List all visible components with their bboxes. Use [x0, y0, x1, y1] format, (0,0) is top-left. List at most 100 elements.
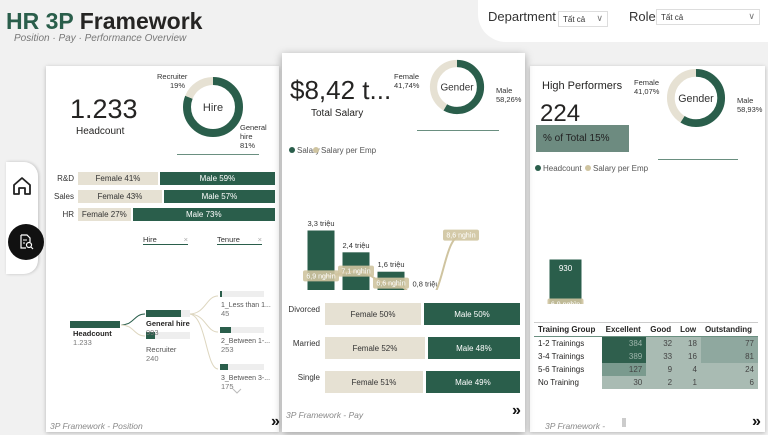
dept-label: HR	[62, 210, 74, 219]
dept-label: R&D	[57, 174, 74, 183]
marital-label: Divorced	[288, 305, 320, 314]
role-dropdown[interactable]: Tất cả ∨	[656, 9, 760, 25]
close-icon[interactable]: ×	[183, 235, 188, 244]
svg-text:1_Less than 1...: 1_Less than 1...	[221, 302, 271, 309]
column-header[interactable]: Training Group	[538, 325, 596, 334]
training-table: Training Group Excellent Good Low Outstandin…	[534, 322, 758, 389]
page-title: HR 3P Framework	[6, 8, 203, 34]
marital-label: Married	[292, 339, 320, 348]
chevron-down-icon	[232, 388, 242, 394]
donut-slice-female[interactable]	[666, 68, 726, 128]
legend-label: Salary per Emp	[593, 164, 649, 173]
gender-donut[interactable]: Gender	[666, 68, 726, 128]
donut-label-recruiter: Recruiter 19%	[157, 72, 188, 90]
column-header[interactable]: Excellent	[605, 325, 641, 334]
line-data-label: 6,9 nghìn	[547, 298, 584, 305]
svg-text:253: 253	[221, 345, 234, 354]
home-icon[interactable]	[10, 174, 34, 198]
page-footer: 3P Framework -	[545, 421, 606, 431]
total-salary-label: Total Salary	[311, 108, 364, 119]
table-cell: 32	[646, 336, 677, 350]
female-bar[interactable]: Female 51%	[325, 371, 423, 393]
table-cell: 3-4 Trainings	[538, 352, 585, 361]
table-cell: 6	[700, 376, 758, 389]
gender-donut[interactable]: Gender	[429, 59, 485, 115]
high-performers-title: High Performers	[542, 80, 623, 92]
bar-data-label: 1,6 triệu	[377, 260, 404, 269]
legend-label: Headcount	[543, 164, 582, 173]
table-cell: 5-6 Trainings	[538, 365, 585, 374]
column-header[interactable]: Outstanding	[704, 325, 753, 334]
svg-text:6,6 nghìn: 6,6 nghìn	[376, 281, 405, 288]
line-data-label: 7,1 nghìn	[338, 265, 374, 277]
male-bar[interactable]: Male 57%	[163, 190, 275, 203]
table-cell: 1-2 Trainings	[538, 339, 585, 348]
female-bar[interactable]: Female 52%	[325, 337, 425, 359]
svg-text:Gender: Gender	[440, 83, 474, 94]
bar-data-label: 0,4 triệu	[447, 289, 474, 290]
page-subtitle: Position · Pay · Performance Overview	[14, 33, 187, 44]
scrollbar[interactable]	[622, 418, 626, 427]
table-cell: 4	[676, 363, 701, 376]
report-search-button[interactable]	[8, 224, 44, 260]
department-label: Department	[488, 9, 556, 24]
female-bar[interactable]: Female 50%	[325, 303, 421, 325]
line-data-label: 6,9 nghìn	[303, 270, 339, 282]
table-cell: 77	[700, 336, 758, 350]
bar-data-label: 0,8 triệu	[412, 280, 439, 289]
female-bar[interactable]: Female 27%	[78, 208, 131, 221]
chevron-down-icon: ∨	[596, 13, 603, 23]
svg-text:993: 993	[146, 328, 159, 337]
male-bar[interactable]: Male 50%	[424, 303, 520, 325]
donut-label-male: Male 58,93%	[737, 96, 763, 114]
bar-data-label: 930	[559, 264, 573, 273]
high-performers-value: 224	[540, 100, 581, 127]
next-page-icon[interactable]: »	[271, 413, 280, 430]
headcount-value: 1.233	[70, 94, 138, 124]
male-bar[interactable]: Male 59%	[159, 172, 275, 185]
divider	[177, 154, 259, 155]
tree-node-bar-headcount	[70, 321, 120, 328]
pct-of-total: % of Total 15%	[536, 125, 629, 152]
decomposition-tree[interactable]: Headcount 1.233 General hire 993 Recruit…	[46, 266, 279, 406]
legend-label: Salary per Emp	[321, 146, 377, 155]
svg-text:6,9 nghìn: 6,9 nghìn	[306, 273, 335, 280]
position-card: 1.233 Headcount Hire Recruiter 19% Genera…	[46, 66, 280, 432]
male-bar[interactable]: Male 49%	[425, 371, 520, 393]
table-row: No Training 30 2 1 6	[534, 376, 758, 389]
svg-text:175: 175	[221, 382, 234, 391]
male-bar[interactable]: Male 73%	[132, 208, 275, 221]
total-salary-value: $8,42 t...	[290, 75, 392, 105]
female-bar[interactable]: Female 43%	[78, 190, 162, 203]
table-cell: 9	[646, 363, 677, 376]
next-page-icon[interactable]: »	[752, 413, 761, 430]
legend-marker	[289, 147, 295, 153]
male-bar[interactable]: Male 48%	[427, 337, 520, 359]
marital-label: Single	[297, 373, 320, 382]
svg-text:6,9 nghìn: 6,9 nghìn	[551, 302, 580, 305]
column-header[interactable]: Low	[680, 325, 697, 334]
table-cell: 24	[700, 363, 758, 376]
svg-text:Hire: Hire	[203, 102, 223, 114]
tree-level-tenure[interactable]: Tenure ×	[217, 235, 262, 245]
performance-card: High Performers 224 % of Total 15% Gende…	[530, 66, 765, 432]
table-row: 5-6 Trainings 127 9 4 24	[534, 363, 758, 376]
donut-slice-recruiter[interactable]	[183, 77, 243, 137]
department-dropdown[interactable]: Tất cả ∨	[558, 11, 608, 27]
filter-panel: Department Tất cả ∨ Role Tất cả ∨	[478, 0, 768, 42]
close-icon[interactable]: ×	[257, 235, 262, 244]
next-page-icon[interactable]: »	[512, 402, 521, 419]
table-cell: 127	[601, 363, 647, 376]
table-cell: 33	[646, 350, 677, 363]
table-cell: 2	[646, 376, 677, 389]
donut-label-general-hire: General hire 81%	[240, 123, 267, 150]
hire-donut[interactable]: Hire	[182, 76, 244, 138]
donut-label-male: Male 58,26%	[496, 86, 522, 104]
line-data-label: 8,6 nghìn	[443, 229, 479, 241]
column-header[interactable]: Good	[650, 325, 672, 334]
female-bar[interactable]: Female 41%	[78, 172, 158, 185]
tree-level-hire[interactable]: Hire ×	[143, 235, 188, 245]
donut-slice-female[interactable]	[429, 59, 485, 115]
